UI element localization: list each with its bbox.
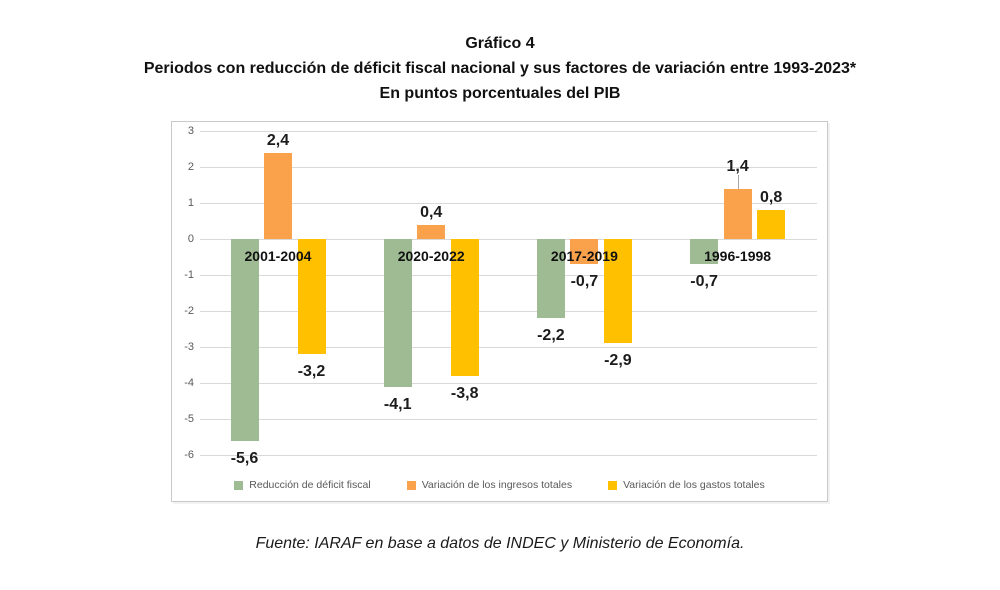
y-axis-tick-label: -2 bbox=[184, 305, 194, 317]
category-label: 2017-2019 bbox=[550, 248, 618, 264]
y-axis-tick-label: -3 bbox=[184, 341, 194, 353]
value-label: -0,7 bbox=[570, 273, 599, 291]
value-label: 0,4 bbox=[420, 203, 443, 221]
value-label: -5,6 bbox=[230, 449, 259, 467]
legend-label: Variación de los gastos totales bbox=[623, 479, 765, 491]
chart-subtitle: Periodos con reducción de déficit fiscal… bbox=[143, 60, 857, 77]
bar-2020-2022-series2 bbox=[450, 239, 479, 376]
gridline bbox=[200, 239, 817, 240]
value-label: -2,2 bbox=[537, 327, 565, 345]
bar-2001-2004-series0 bbox=[230, 239, 259, 441]
legend-label: Variación de los ingresos totales bbox=[421, 479, 573, 491]
value-label: 1,4 bbox=[726, 157, 749, 175]
gridline bbox=[200, 419, 817, 420]
label-leader-line bbox=[737, 174, 739, 189]
value-label: -3,8 bbox=[450, 384, 479, 402]
y-axis-tick-label: -5 bbox=[184, 413, 194, 425]
value-label: 2,4 bbox=[266, 131, 290, 149]
legend-swatch bbox=[234, 480, 244, 490]
y-axis-tick-label: 3 bbox=[187, 125, 194, 137]
legend-item: Reducción de déficit fiscal bbox=[234, 479, 371, 491]
chart-title: Gráfico 4 bbox=[465, 35, 535, 52]
value-label: -3,2 bbox=[297, 363, 326, 381]
bar-2017-2019-series1 bbox=[570, 239, 599, 265]
gridline bbox=[200, 383, 817, 384]
bar-1996-1998-series2 bbox=[757, 210, 786, 239]
bar-2017-2019-series0 bbox=[536, 239, 565, 319]
legend-item: Variación de los gastos totales bbox=[608, 479, 765, 491]
y-axis-tick-label: -1 bbox=[184, 269, 194, 281]
chart-legend: Reducción de déficit fiscal Variación de … bbox=[172, 479, 827, 491]
gridline bbox=[200, 203, 817, 204]
source-note: Fuente: IARAF en base a datos de INDEC y… bbox=[255, 535, 745, 552]
y-axis-tick-label: 0 bbox=[187, 233, 194, 245]
gridline bbox=[200, 311, 817, 312]
category-label: 2001-2004 bbox=[244, 248, 312, 264]
gridline bbox=[200, 131, 817, 132]
gridline bbox=[200, 455, 817, 456]
legend-item: Variación de los ingresos totales bbox=[406, 479, 573, 491]
gridline bbox=[200, 167, 817, 168]
bar-1996-1998-series0 bbox=[690, 239, 719, 265]
value-label: -0,7 bbox=[690, 273, 718, 291]
chart-units-label: En puntos porcentuales del PIB bbox=[379, 85, 621, 102]
bar-2001-2004-series1 bbox=[264, 152, 292, 239]
y-axis-tick-label: 1 bbox=[187, 197, 194, 209]
legend-swatch bbox=[608, 480, 618, 490]
legend-swatch bbox=[406, 480, 416, 490]
y-axis-tick-label: 2 bbox=[187, 161, 194, 173]
gridline bbox=[200, 275, 817, 276]
value-label: -2,9 bbox=[604, 352, 632, 370]
category-label: 1996-1998 bbox=[704, 248, 772, 264]
value-label: -4,1 bbox=[383, 395, 412, 413]
bar-2020-2022-series1 bbox=[417, 224, 446, 239]
category-label: 2020-2022 bbox=[397, 248, 465, 264]
bar-2001-2004-series2 bbox=[297, 239, 326, 355]
y-axis-tick-label: -4 bbox=[184, 377, 194, 389]
bar-2020-2022-series0 bbox=[383, 239, 412, 387]
value-label: 0,8 bbox=[759, 189, 783, 207]
gridline bbox=[200, 347, 817, 348]
bar-1996-1998-series1 bbox=[723, 188, 752, 239]
chart-area: 3 2 1 0 -1 -2 -3 -4 -5 -6 -5,6 -4,1 -2,2 -0,7 2,4 0,4 -0… bbox=[171, 121, 828, 502]
legend-label: Reducción de déficit fiscal bbox=[249, 479, 371, 491]
bar-2017-2019-series2 bbox=[603, 239, 632, 344]
y-axis-tick-label: -6 bbox=[184, 449, 194, 461]
